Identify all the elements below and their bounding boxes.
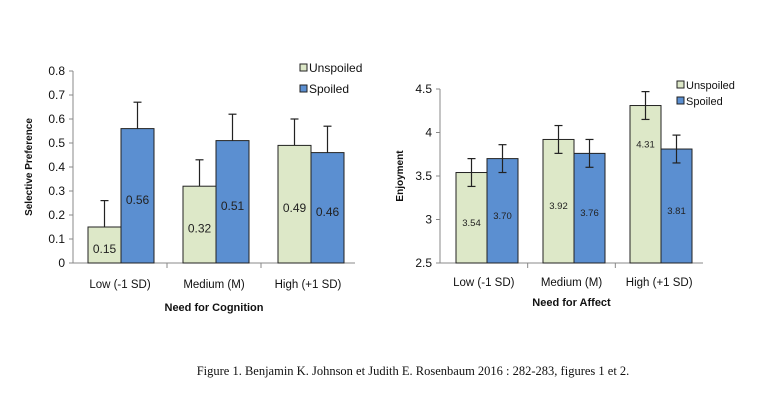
y-tick-label: 0.6 (48, 112, 65, 126)
category-label: Low (-1 SD) (89, 279, 151, 291)
y-tick-label: 3 (425, 213, 432, 227)
bar-spoiled (310, 152, 345, 264)
legend-label: Spoiled (686, 96, 723, 108)
data-label: 3.54 (462, 218, 481, 229)
y-tick-label: 0.7 (48, 88, 65, 102)
bar-unspoiled (455, 172, 488, 264)
bar-spoiled (660, 148, 693, 264)
category-label: Low (-1 SD) (453, 277, 515, 289)
y-tick-label: 0 (58, 256, 65, 270)
x-axis-title: Need for Cognition (165, 302, 264, 314)
data-label: 0.49 (283, 201, 307, 215)
category-label: Medium (M) (183, 279, 245, 291)
y-tick-label: 4 (425, 126, 432, 140)
category-label: Medium (M) (541, 277, 603, 289)
y-tick-label: 0.5 (48, 136, 65, 150)
data-label: 0.15 (93, 242, 117, 256)
data-label: 0.51 (221, 199, 245, 213)
bar-spoiled (486, 158, 519, 264)
figure-caption: Figure 1. Benjamin K. Johnson et Judith … (196, 364, 630, 378)
bar-spoiled (120, 128, 155, 264)
y-axis-title: Selective Preference (24, 118, 35, 216)
data-label: 0.56 (126, 193, 150, 207)
legend-label: Unspoiled (686, 80, 735, 92)
data-label: 3.70 (493, 211, 512, 222)
y-tick-label: 0.2 (48, 208, 65, 222)
y-tick-label: 0.3 (48, 184, 65, 198)
bar-unspoiled (542, 138, 575, 264)
y-tick-label: 0.4 (48, 160, 65, 174)
category-label: High (+1 SD) (275, 279, 342, 291)
data-label: 0.46 (316, 205, 340, 219)
bar-unspoiled (629, 105, 662, 264)
data-label: 3.92 (549, 201, 568, 212)
legend-swatch-spoiled (676, 96, 685, 105)
legend-swatch-unspoiled (299, 63, 308, 72)
x-axis-title: Need for Affect (532, 297, 611, 309)
y-tick-label: 2.5 (415, 256, 432, 270)
data-label: 4.31 (636, 140, 655, 151)
bar-spoiled (215, 140, 250, 264)
category-label: High (+1 SD) (626, 277, 693, 289)
data-label: 3.81 (667, 206, 686, 217)
legend-swatch-spoiled (299, 84, 308, 93)
legend-swatch-unspoiled (676, 80, 685, 89)
data-label: 3.76 (580, 208, 599, 219)
y-tick-label: 4.5 (415, 82, 432, 96)
y-tick-label: 3.5 (415, 169, 432, 183)
legend-label: Unspoiled (309, 61, 362, 75)
bar-spoiled (573, 152, 606, 264)
bar-unspoiled (277, 144, 312, 264)
legend-label: Spoiled (309, 82, 349, 96)
data-label: 0.32 (188, 222, 212, 236)
y-axis-title: Enjoyment (395, 150, 406, 202)
y-tick-label: 0.1 (48, 232, 65, 246)
y-tick-label: 0.8 (48, 64, 65, 78)
